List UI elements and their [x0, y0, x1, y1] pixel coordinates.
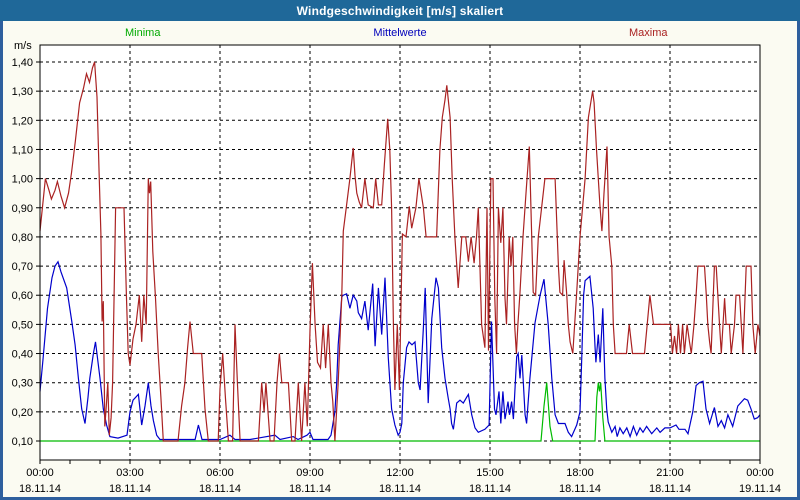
legend-item-mittelwerte: Mittelwerte [373, 27, 427, 39]
x-tick-time-label: 15:00 [476, 467, 504, 479]
legend: Minima Mittelwerte Maxima [0, 27, 800, 41]
y-tick-label: 0,60 [12, 290, 33, 302]
y-tick-label: 0,90 [12, 203, 33, 215]
y-tick-label: 0,30 [12, 378, 33, 390]
chart-svg: 1,40 1,30 1,20 1,10 1,00 0,90 0,80 0,70 0,60 0,50… [12, 44, 781, 495]
window-frame-bottom [0, 497, 800, 500]
y-tick-label: 0,50 [12, 319, 33, 331]
y-tick-label: 1,30 [12, 86, 33, 98]
series-line-minima [40, 382, 760, 442]
x-tick-time-label: 06:00 [206, 467, 234, 479]
x-tick-time-label: 03:00 [116, 467, 144, 479]
x-tick-date-label: 18.11.14 [109, 483, 151, 495]
y-tick-label: 0,80 [12, 232, 33, 244]
x-tick-time-label: 12:00 [386, 467, 414, 479]
x-tick-date-label: 18.11.14 [649, 483, 691, 495]
gridlines [36, 45, 761, 464]
x-tick-time-label: 00:00 [746, 467, 774, 479]
series-line-mittelwerte [39, 260, 761, 441]
axis-labels: 1,40 1,30 1,20 1,10 1,00 0,90 0,80 0,70 0,60 0,50… [12, 57, 781, 495]
y-tick-label: 0,10 [12, 436, 33, 448]
x-tick-date-label: 18.11.14 [199, 483, 241, 495]
y-tick-label: 1,40 [12, 57, 33, 69]
series-line-maxima [39, 61, 761, 442]
y-tick-label: 0,70 [12, 261, 33, 273]
x-tick-date-label: 18.11.14 [19, 483, 61, 495]
plot-border [39, 44, 761, 461]
x-tick-time-label: 21:00 [656, 467, 684, 479]
x-tick-date-label: 18.11.14 [469, 483, 511, 495]
x-tick-date-label: 18.11.14 [559, 483, 601, 495]
y-tick-label: 0,20 [12, 407, 33, 419]
x-tick-time-label: 09:00 [296, 467, 324, 479]
y-axis-unit-label: m/s [14, 40, 32, 52]
y-tick-label: 1,00 [12, 174, 33, 186]
x-tick-time-label: 18:00 [566, 467, 594, 479]
window-frame-left [0, 21, 3, 500]
title-bar: Windgeschwindigkeit [m/s] skaliert [0, 0, 800, 21]
page-title: Windgeschwindigkeit [m/s] skaliert [296, 3, 504, 18]
x-tick-date-label: 18.11.14 [379, 483, 421, 495]
wind-speed-chart: 1,40 1,30 1,20 1,10 1,00 0,90 0,80 0,70 0,60 0,50… [0, 21, 800, 500]
y-tick-label: 1,10 [12, 144, 33, 156]
window-frame-right [797, 21, 800, 500]
x-tick-date-label: 19.11.14 [739, 483, 781, 495]
x-tick-time-label: 00:00 [26, 467, 54, 479]
y-tick-label: 0,40 [12, 349, 33, 361]
legend-item-minima: Minima [125, 27, 161, 39]
legend-item-maxima: Maxima [629, 27, 668, 39]
y-tick-label: 1,20 [12, 115, 33, 127]
x-tick-date-label: 18.11.14 [289, 483, 331, 495]
